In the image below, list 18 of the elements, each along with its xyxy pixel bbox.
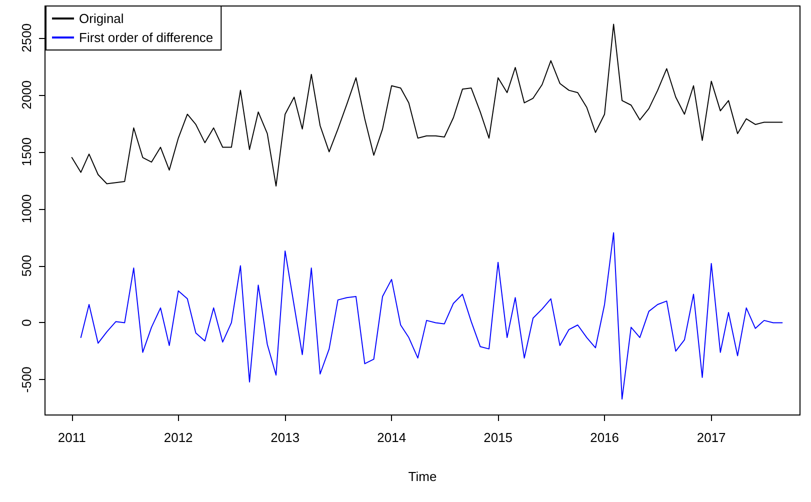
y-tick-label: 1000 (19, 194, 34, 224)
legend-label: Original (79, 11, 124, 26)
y-tick-label: 2500 (19, 23, 34, 52)
x-axis-title: Time (408, 469, 437, 484)
x-tick-label: 2016 (590, 430, 619, 445)
x-tick-label: 2012 (164, 430, 193, 445)
x-tick-label: 2013 (270, 430, 300, 445)
y-tick-label: -500 (19, 366, 34, 393)
legend-label: First order of difference (79, 30, 214, 45)
y-tick-label: 500 (19, 254, 34, 277)
y-tick-label: 0 (19, 319, 34, 326)
x-tick-label: 2014 (377, 430, 406, 445)
x-tick-label: 2011 (58, 430, 86, 445)
y-tick-label: 1500 (19, 137, 34, 166)
line-series (80, 232, 783, 400)
x-tick-label: 2015 (484, 430, 513, 445)
y-tick-label: 2000 (19, 80, 34, 110)
x-tick-label: 2017 (696, 430, 726, 445)
